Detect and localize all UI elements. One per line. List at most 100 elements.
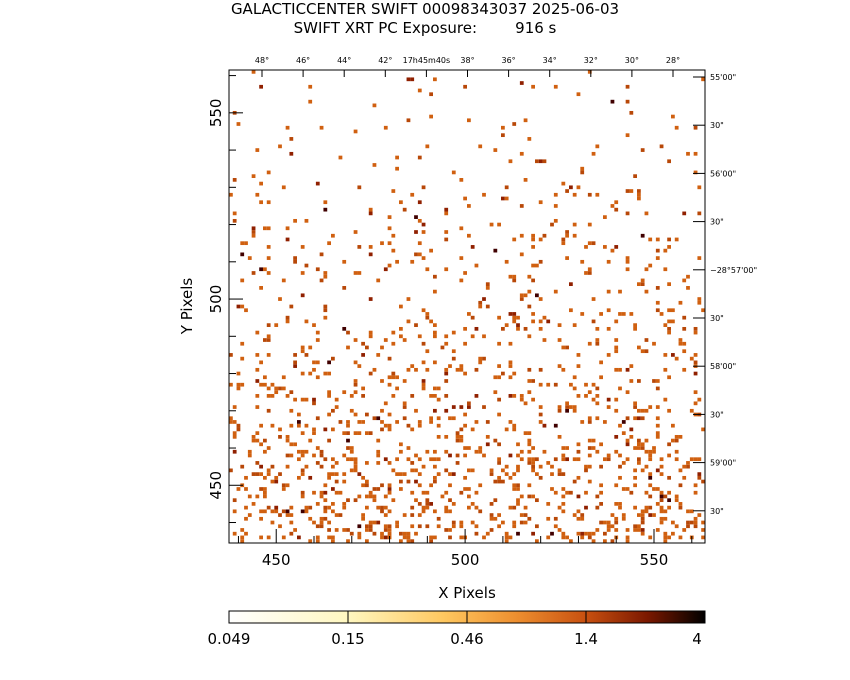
event-pixel [542,315,547,320]
event-pixel [361,420,365,424]
event-pixel [682,475,687,480]
event-pixel [451,520,456,525]
event-pixel [640,233,645,238]
event-pixel [678,535,683,540]
event-pixel [417,513,422,517]
event-pixel [289,423,294,428]
event-pixel [663,367,668,372]
event-pixel [455,431,460,435]
event-pixel [659,464,664,469]
event-pixel [433,323,437,327]
event-pixel [376,505,381,510]
event-pixel [289,531,294,536]
event-pixel [263,487,267,491]
event-pixel [580,259,585,264]
event-pixel [387,483,392,488]
event-pixel [429,483,433,488]
event-pixel [334,528,339,532]
event-pixel [527,289,532,294]
event-pixel [312,397,316,402]
event-pixel [232,431,237,435]
event-pixel [353,468,358,473]
event-pixel [459,520,464,525]
event-pixel [580,170,585,175]
event-pixel [519,297,524,301]
event-pixel [640,531,645,536]
event-pixel [251,233,256,238]
event-pixel [399,531,403,536]
event-pixel [380,535,384,540]
event-pixel [368,245,373,249]
event-pixel [463,196,467,201]
event-pixel [365,479,369,484]
event-pixel [278,144,282,149]
event-pixel [516,326,520,331]
event-pixel [376,278,381,283]
event-pixel [610,204,615,208]
event-pixel [516,468,520,473]
event-pixel [383,513,388,517]
event-pixel [637,192,641,197]
event-pixel [648,475,653,480]
event-pixel [259,509,263,514]
event-pixel [349,449,354,454]
dec-tick-label: 30" [710,507,724,516]
event-pixel [553,490,558,495]
event-pixel [667,535,671,540]
event-pixel [671,353,675,357]
event-pixel [357,271,362,275]
event-pixel [614,319,619,324]
event-pixel [395,520,399,525]
event-pixel [576,449,581,454]
event-pixel [308,475,313,480]
event-pixel [569,282,573,287]
event-pixel [240,382,245,387]
event-pixel [402,513,407,517]
event-pixel [274,475,279,480]
event-pixel [497,364,501,368]
event-pixel [387,356,392,361]
event-pixel [584,382,588,387]
event-pixel [380,483,384,488]
event-pixel [327,505,331,510]
event-pixel [331,457,335,462]
event-pixel [293,218,297,223]
event-pixel [459,427,464,432]
event-pixel [512,278,517,283]
event-pixel [353,431,358,435]
event-pixel [315,535,320,540]
event-pixel [637,457,641,462]
event-pixel [519,520,524,525]
event-pixel [614,245,619,249]
event-pixel [232,211,237,216]
event-pixel [553,192,558,197]
event-pixel [380,420,384,424]
event-pixel [587,416,592,421]
event-pixel [610,248,615,253]
event-pixel [523,401,528,406]
event-pixel [697,397,702,402]
event-pixel [463,453,467,458]
event-pixel [451,405,456,409]
event-pixel [637,461,641,465]
event-pixel [395,457,399,462]
dec-tick-label: 30" [710,410,724,419]
event-pixel [444,207,449,212]
event-pixel [232,434,237,439]
event-pixel [312,427,316,432]
event-pixel [686,464,690,469]
event-pixel [584,245,588,249]
event-pixel [519,394,524,398]
x-axis-label: X Pixels [438,584,496,602]
event-pixel [640,528,645,532]
event-pixel [410,364,415,368]
event-pixel [433,386,437,391]
event-pixel [266,408,271,413]
event-pixel [689,408,694,413]
colorbar-tick-label: 0.049 [208,630,251,648]
event-pixel [538,405,543,409]
ra-tick-label: 38° [460,56,474,65]
event-pixel [591,446,596,450]
ra-tick-label: 34° [543,56,557,65]
event-pixel [553,218,558,223]
